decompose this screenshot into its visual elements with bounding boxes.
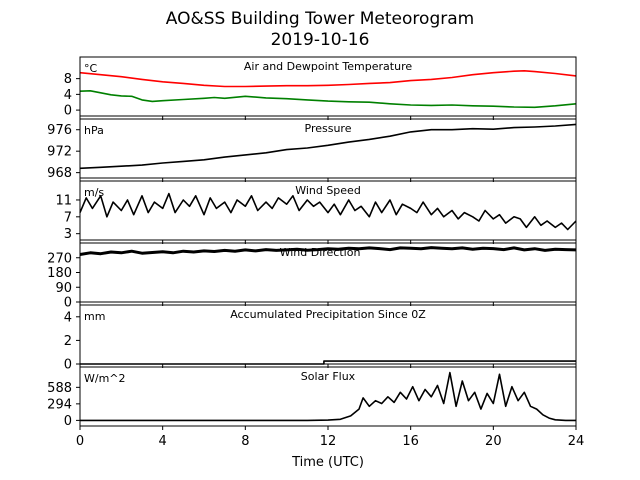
solar-flux-unit-label: W/m^2 xyxy=(84,372,126,385)
pressure-ytick-label: 976 xyxy=(47,123,72,138)
pressure-ytick-label: 972 xyxy=(47,145,72,160)
wind-speed-unit-label: m/s xyxy=(84,186,104,199)
wind-direction-ytick-label: 90 xyxy=(55,281,72,296)
precipitation-ytick-label: 4 xyxy=(64,310,72,325)
xtick-label: 24 xyxy=(568,434,585,449)
solar-flux-ytick-label: 294 xyxy=(47,397,72,412)
x-axis-label: Time (UTC) xyxy=(291,455,364,470)
wind-direction-ytick-label: 270 xyxy=(47,251,72,266)
wind-speed-ytick-label: 3 xyxy=(64,227,72,242)
panel-precipitation: 0 2 4 Accumulated Precipitation Since 0Z mm xyxy=(64,304,577,373)
wind-speed-panel-title: Wind Speed xyxy=(295,184,361,197)
solar-flux-series-line-0 xyxy=(80,371,576,422)
temperature-ytick-label: 4 xyxy=(64,88,72,103)
wind-direction-ytick-label: 180 xyxy=(47,266,72,281)
pressure-unit-label: hPa xyxy=(84,124,104,137)
temperature-series-line-0 xyxy=(79,70,577,88)
wind-speed-ytick-label: 7 xyxy=(64,210,72,225)
figure-date: 2019-10-16 xyxy=(271,30,370,50)
panel-temperature: 048 Air and Dewpoint Temperature °C xyxy=(64,56,577,120)
pressure-series-line-0 xyxy=(79,123,577,170)
temperature-series-line-1 xyxy=(79,90,577,109)
wind-direction-panel-title: Wind Direction xyxy=(280,246,361,259)
precipitation-panel-title: Accumulated Precipitation Since 0Z xyxy=(230,308,426,321)
precipitation-ytick-label: 0 xyxy=(64,358,72,373)
solar-flux-ytick-label: 0 xyxy=(64,414,72,429)
temperature-unit-label: °C xyxy=(84,62,98,75)
temperature-ytick-label: 8 xyxy=(64,72,72,87)
precipitation-unit-label: mm xyxy=(84,310,105,323)
xtick-label: 8 xyxy=(241,434,249,449)
pressure-panel-title: Pressure xyxy=(305,122,352,135)
panel-pressure: 968 972 976 Pressure hPa xyxy=(47,118,577,182)
xtick-label: 12 xyxy=(320,434,337,449)
xtick-label: 20 xyxy=(485,434,502,449)
temperature-ytick-label: 0 xyxy=(64,104,72,119)
xtick-label: 4 xyxy=(159,434,167,449)
xtick-label: 0 xyxy=(76,434,84,449)
solar-flux-ytick-label: 588 xyxy=(47,381,72,396)
xtick-label: 16 xyxy=(402,434,419,449)
pressure-ytick-label: 968 xyxy=(47,166,72,181)
wind-speed-series-line-0 xyxy=(79,192,577,231)
panel-wind-speed: 3 7 11 Wind Speed m/s xyxy=(55,180,577,244)
wind-direction-ytick-label: 0 xyxy=(64,296,72,311)
solar-flux-panel-title: Solar Flux xyxy=(301,370,356,383)
wind-speed-ytick-label: 11 xyxy=(55,193,72,208)
wind-direction-series-line-0 xyxy=(79,246,577,256)
precipitation-ytick-label: 2 xyxy=(64,334,72,349)
temperature-panel-title: Air and Dewpoint Temperature xyxy=(244,60,412,73)
figure-title: AO&SS Building Tower Meteorogram xyxy=(166,9,474,29)
